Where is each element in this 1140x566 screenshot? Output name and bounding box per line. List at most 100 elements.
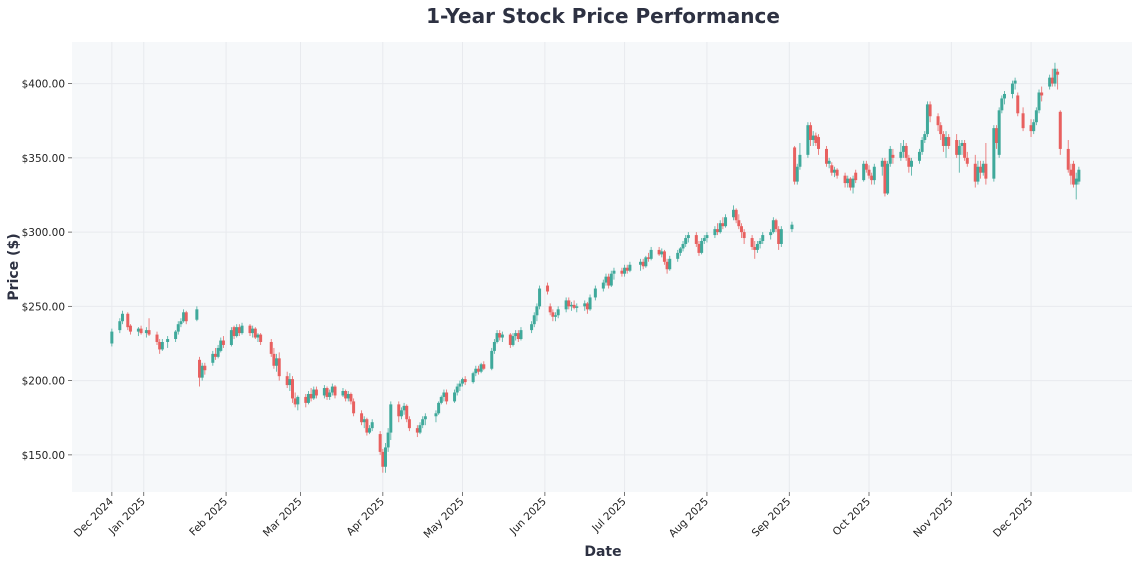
candle-body (851, 178, 855, 188)
candle (442, 389, 446, 402)
x-tick-label: Apr 2025 (344, 496, 387, 539)
candle-body (240, 325, 244, 334)
candle (1048, 74, 1052, 90)
candle (341, 388, 345, 397)
candle (639, 258, 643, 271)
candle (1074, 172, 1078, 200)
candle (434, 410, 438, 423)
candle-body (293, 398, 297, 405)
candle (761, 232, 765, 244)
candle (939, 122, 943, 141)
candle (848, 177, 852, 191)
candle-body (554, 315, 558, 317)
candle (790, 221, 794, 233)
candle (702, 235, 706, 244)
candle (421, 416, 425, 429)
candle-body (492, 342, 496, 351)
candle (482, 361, 486, 371)
candle (516, 330, 520, 342)
candle-body (304, 396, 308, 403)
candle (211, 350, 215, 366)
candle-body (806, 125, 810, 155)
candle-body (984, 163, 988, 179)
candle (684, 235, 688, 247)
candle-body (402, 405, 406, 411)
candle-body (564, 300, 568, 310)
candle-body (955, 140, 959, 155)
candle (984, 142, 988, 185)
candle (455, 383, 459, 396)
candle (716, 223, 720, 236)
candle (777, 226, 781, 250)
candle (960, 140, 964, 155)
candle (585, 301, 589, 314)
candle (176, 321, 180, 335)
candle-body (625, 267, 629, 271)
candle-body (500, 334, 504, 338)
candle (229, 327, 233, 347)
candle-body (891, 154, 895, 158)
candle (904, 142, 908, 161)
candle-body (126, 313, 130, 328)
candle-body (609, 273, 613, 286)
candle (739, 223, 743, 239)
candle (195, 306, 199, 322)
candle-body (378, 434, 382, 452)
candle-body (684, 238, 688, 244)
candle (814, 132, 818, 146)
candle (275, 353, 279, 372)
candle (755, 241, 759, 253)
x-tick-label: Mar 2025 (261, 496, 305, 540)
candle-body (965, 157, 969, 164)
candle-body (585, 303, 589, 310)
candle (389, 401, 393, 441)
candle-body (253, 328, 257, 338)
candle-body (992, 128, 996, 179)
candle-body (442, 392, 446, 397)
candle (203, 362, 207, 375)
candle-body (976, 166, 980, 182)
candle-body (1074, 178, 1078, 185)
candle-body (1066, 148, 1070, 170)
candle-body (476, 368, 480, 372)
candle-body (811, 135, 815, 141)
candle (1010, 80, 1014, 99)
candle (846, 175, 850, 188)
candle-body (368, 428, 372, 433)
candle-body (734, 209, 738, 221)
candle-body (1032, 122, 1036, 132)
candle (947, 134, 951, 149)
candle-body (147, 330, 151, 335)
candle (872, 163, 876, 185)
candle (976, 160, 980, 185)
candle (941, 131, 945, 152)
candle-body (862, 163, 866, 181)
candle-body (1013, 80, 1017, 84)
candle (158, 339, 162, 354)
candle-body (269, 342, 273, 354)
candle (346, 391, 350, 402)
candle-body (397, 404, 401, 417)
candle (657, 246, 661, 256)
candle (551, 309, 555, 322)
candle (1029, 119, 1033, 138)
candle (992, 125, 996, 182)
candle (198, 356, 202, 387)
x-tick-label: May 2025 (422, 496, 467, 541)
candle (118, 318, 122, 334)
candle-body (211, 353, 215, 363)
candle-body (166, 339, 170, 342)
candle (365, 417, 369, 436)
candle-body (649, 249, 653, 259)
candle-body (567, 300, 571, 307)
candle-body (973, 163, 977, 182)
candle-body (530, 324, 534, 331)
candle (269, 339, 273, 357)
candle (1021, 107, 1025, 132)
candle (554, 312, 558, 322)
candle (660, 248, 664, 258)
candle (1016, 92, 1020, 117)
candle (662, 249, 666, 265)
candle-body (538, 288, 542, 307)
